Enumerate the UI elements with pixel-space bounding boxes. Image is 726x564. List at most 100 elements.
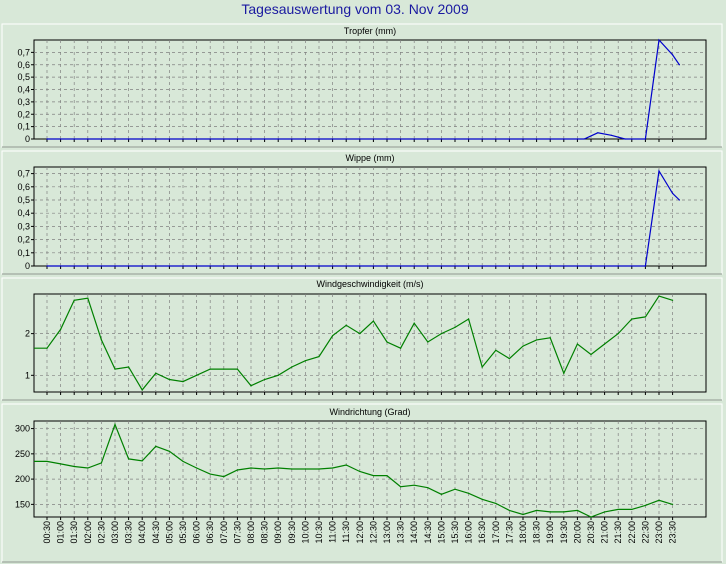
data-point [604,511,606,513]
y-tick-label: 0,4 [17,208,30,218]
series-line [34,295,673,391]
data-point [60,328,62,331]
data-point [481,366,483,368]
data-point [427,487,429,489]
series-line [34,422,673,518]
data-point [209,368,211,370]
x-tick-label: 13:30 [396,521,406,544]
data-point [522,513,524,516]
data-point [46,265,48,267]
y-tick-label: 250 [15,449,30,459]
y-tick-label: 0 [25,134,30,144]
data-point [454,488,456,490]
data-point [536,509,538,512]
x-tick-label: 17:30 [504,521,514,544]
y-tick-label: 0,1 [17,122,30,132]
y-tick-label: 300 [15,424,30,434]
data-point [427,341,429,343]
data-point [563,372,565,374]
x-tick-label: 04:30 [151,521,161,544]
data-point [617,508,619,511]
data-point [454,326,456,328]
data-point [583,138,585,140]
panel-4: Windrichtung (Grad) 150 200 250 300 [1,403,723,563]
data-point [168,378,170,381]
x-tick-label: 15:00 [436,521,446,544]
panel-frame [1,277,723,401]
data-point [318,468,320,470]
x-tick-label: 10:00 [300,521,310,544]
data-point [155,372,157,374]
y-tick-label: 0,4 [17,85,30,95]
data-point [372,474,374,477]
data-point [590,516,592,518]
data-point [332,335,334,337]
panel-frame [1,150,723,275]
data-point [304,360,306,362]
x-tick-label: 01:00 [56,521,66,544]
data-point [597,132,599,134]
data-point [440,493,442,495]
data-point [277,467,279,469]
panel-title: Windgeschwindigkeit (m/s) [316,279,423,289]
y-tick-label: 0,5 [17,195,30,205]
data-point [508,358,510,360]
data-point [604,343,606,345]
data-point [672,299,674,301]
data-point [264,468,266,470]
x-tick-label: 13:00 [382,521,392,544]
data-point [468,492,470,494]
data-point [114,368,116,370]
data-point [644,138,647,140]
data-point [644,316,647,318]
x-tick-label: 06:30 [205,521,215,544]
y-tick-label: 0,3 [17,221,30,231]
x-tick-label: 12:00 [355,521,365,544]
data-point [610,134,613,136]
data-point [386,341,388,343]
data-point [563,511,565,513]
x-tick-label: 07:00 [219,521,229,544]
data-point [359,470,361,473]
data-point [549,337,551,339]
data-point [345,464,347,466]
data-point [168,450,170,452]
data-point [223,475,225,478]
x-tick-label: 03:30 [124,521,134,544]
x-tick-label: 21:00 [600,521,610,544]
data-point [100,339,102,341]
plot-area [33,166,707,267]
x-tick-label: 03:00 [110,521,120,544]
data-point [359,333,361,335]
data-point [250,385,252,387]
data-point [576,509,579,512]
data-point [291,468,293,470]
data-point [345,324,347,326]
data-point [223,368,225,370]
data-point [624,138,626,140]
data-point [413,322,415,324]
y-tick-label: 0 [25,261,30,271]
data-point [372,320,374,322]
data-point [128,366,130,368]
panel-2: Wippe (mm) 0 0,1 0,2 0,3 0,4 0,5 0,6 0,7 [1,150,723,275]
data-point [87,297,89,299]
data-point [413,484,415,486]
data-point [658,39,660,41]
x-tick-label: 04:00 [137,521,147,544]
data-point [73,299,75,301]
y-tick-label: 0,7 [17,47,30,57]
data-point [481,498,483,500]
data-point [590,353,592,356]
data-point [508,509,510,512]
data-point [631,318,633,320]
x-tick-label: 11:00 [328,521,338,543]
panel-3: Windgeschwindigkeit (m/s) 1 2 [1,277,723,401]
data-point [332,467,334,469]
data-point [46,460,48,463]
data-point [576,343,579,345]
x-tick-label: 19:00 [545,521,555,544]
x-tick-label: 16:00 [464,521,474,544]
data-point [658,295,660,297]
